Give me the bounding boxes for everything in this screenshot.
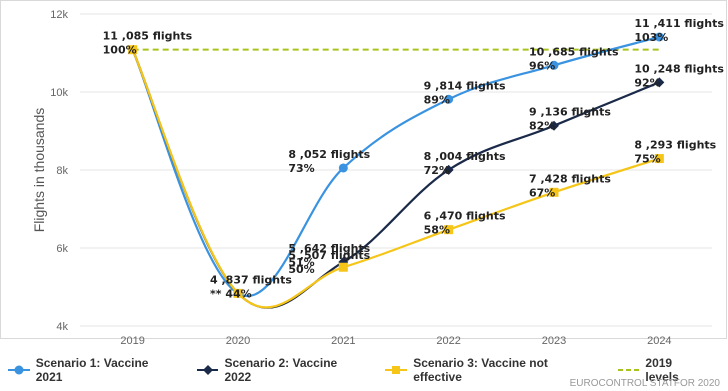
data-point xyxy=(654,32,664,42)
data-label-flights: 7 ,428 flights xyxy=(529,172,611,185)
data-label-percent: 82% xyxy=(529,120,555,133)
data-label-percent: 67% xyxy=(529,186,555,199)
data-label-percent: 51% xyxy=(288,256,314,269)
circle-marker-icon xyxy=(8,365,30,375)
data-label-percent: 96% xyxy=(529,59,555,72)
x-tick-label: 2019 xyxy=(120,335,144,345)
data-label-flights: 8 ,052 flights xyxy=(288,148,370,161)
legend-item-scenario-3[interactable]: Scenario 3: Vaccine not effective xyxy=(385,356,597,384)
data-label-percent: 50% xyxy=(288,263,314,276)
data-label-flights: 9 ,814 flights xyxy=(424,79,506,92)
y-axis-label: Flights in thousands xyxy=(31,108,47,233)
diamond-marker-icon xyxy=(196,365,219,375)
data-label-flights: 10 ,685 flights xyxy=(529,45,619,58)
data-point xyxy=(549,60,559,70)
data-label-percent: 75% xyxy=(634,153,660,166)
legend-label: Scenario 2: Vaccine 2022 xyxy=(224,356,338,384)
data-label-flights: 11 ,411 flights xyxy=(634,17,724,30)
y-tick-label: 12k xyxy=(50,9,68,21)
data-point xyxy=(549,187,559,197)
data-label-flights: 8 ,293 flights xyxy=(634,139,716,152)
legend-label: Scenario 1: Vaccine 2021 xyxy=(35,356,149,384)
data-label-percent: ** 44% xyxy=(210,287,252,300)
data-label-flights: 6 ,470 flights xyxy=(424,210,506,223)
line-chart: 4k 6k 8k 10k 12k 2019 2020 2021 2022 2023 2024 Flig… xyxy=(31,9,724,345)
data-label-flights: 5 ,642 flights xyxy=(288,242,370,255)
data-point xyxy=(549,120,559,131)
credit-text: EUROCONTROL STATFOR 2020 xyxy=(569,378,720,389)
data-label-flights: 11 ,085 flights xyxy=(103,30,193,43)
x-tick-label: 2023 xyxy=(542,335,566,345)
legend-label: Scenario 3: Vaccine not effective xyxy=(413,356,548,384)
data-label-flights: 9 ,136 flights xyxy=(529,106,611,119)
data-label-percent: 103% xyxy=(634,31,668,44)
data-point xyxy=(338,163,348,173)
x-tick-label: 2022 xyxy=(436,335,460,345)
data-label-percent: 73% xyxy=(288,162,314,175)
legend-label: 2019 levels xyxy=(645,356,679,384)
x-tick-label: 2020 xyxy=(226,335,250,345)
x-tick-label: 2024 xyxy=(647,335,671,345)
legend: Scenario 1: Vaccine 2021 Scenario 2: Vac… xyxy=(8,356,728,384)
data-label-percent: 92% xyxy=(634,76,660,89)
data-point xyxy=(654,77,665,88)
series-line-1 xyxy=(131,35,660,297)
y-tick-label: 8k xyxy=(56,165,68,177)
data-label-percent: 100% xyxy=(103,44,137,57)
y-tick-label: 6k xyxy=(56,243,68,255)
square-marker-icon xyxy=(385,366,408,374)
legend-item-2019-levels[interactable]: 2019 levels xyxy=(617,356,708,384)
data-point xyxy=(444,94,454,104)
data-label-flights: 10 ,248 flights xyxy=(634,62,724,75)
data-point xyxy=(654,154,664,164)
y-tick-label: 4k xyxy=(56,321,68,333)
data-label-percent: 89% xyxy=(424,93,450,106)
data-point xyxy=(444,225,454,235)
data-point xyxy=(338,262,348,272)
data-label-percent: 58% xyxy=(424,224,450,237)
legend-item-scenario-2[interactable]: Scenario 2: Vaccine 2022 xyxy=(196,356,366,384)
data-point xyxy=(233,288,243,298)
data-point xyxy=(128,45,138,55)
data-label-flights: 8 ,004 flights xyxy=(424,150,506,163)
chart-frame xyxy=(0,0,727,339)
data-label-flights: 4 ,837 flights xyxy=(210,273,292,286)
y-tick-label: 10k xyxy=(50,87,68,99)
x-tick-label: 2021 xyxy=(331,335,355,345)
data-label-percent: 72% xyxy=(424,164,450,177)
data-label-flights: 5 ,507 flights xyxy=(288,249,370,262)
data-point xyxy=(443,164,454,175)
legend-item-scenario-1[interactable]: Scenario 1: Vaccine 2021 xyxy=(8,356,177,384)
dashed-line-icon xyxy=(617,369,640,371)
